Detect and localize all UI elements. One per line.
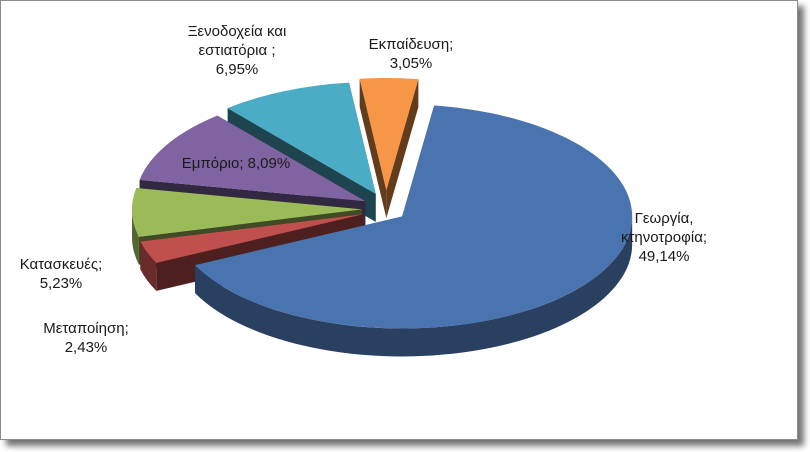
- slice-label-line: 2,43%: [65, 339, 108, 356]
- slice-label: Εκπαίδευση; 3,05%: [369, 36, 454, 72]
- slice-label: Γεωργία, κτηνοτροφία; 49,14%: [621, 210, 707, 265]
- slice-label: Κατασκευές; 5,23%: [20, 256, 103, 292]
- slice-label-line: 3,05%: [390, 55, 433, 72]
- slice-label-line: 49,14%: [639, 248, 690, 265]
- pie-slice-side: [140, 241, 157, 291]
- pie-slice-top: [195, 105, 633, 329]
- pie-slice-top: [139, 115, 366, 202]
- slice-label-line: Κατασκευές;: [20, 256, 103, 273]
- slice-label-line: Εκπαίδευση;: [369, 36, 454, 53]
- slice-label-line: Εμπόριο; 8,09%: [182, 155, 290, 172]
- pie-slice-top: [132, 187, 363, 237]
- slice-label-line: Μεταποίηση;: [43, 320, 129, 337]
- pie-slice-0: [195, 105, 633, 357]
- pie-slice-top: [359, 78, 419, 191]
- pie-slice-wall: [140, 214, 364, 270]
- slice-label-line: Ξενοδοχεία και: [188, 23, 287, 40]
- slice-label: Μεταποίηση; 2,43%: [43, 320, 129, 356]
- slice-label-line: Γεωργία,: [635, 210, 694, 227]
- pie-slice-side: [195, 216, 633, 357]
- chart-frame: Γεωργία, κτηνοτροφία; 49,14% Μεταποίηση; 2,4…: [0, 0, 798, 440]
- slice-label-line: 6,95%: [216, 61, 259, 78]
- slice-label: Ξενοδοχεία και εστιατόρια ; 6,95%: [188, 23, 287, 78]
- pie-slice-5: [359, 78, 419, 219]
- pie-slice-wall: [386, 79, 419, 219]
- pie-slice-wall: [359, 78, 387, 219]
- pie-slice-top: [227, 82, 376, 194]
- pie-slice-side: [132, 209, 139, 265]
- slice-label-line: κτηνοτροφία;: [621, 229, 707, 246]
- pie-chart: Γεωργία, κτηνοτροφία; 49,14% Μεταποίηση; 2,4…: [20, 23, 707, 357]
- slice-label: Εμπόριο; 8,09%: [182, 155, 290, 172]
- pie-slice-top: [140, 214, 364, 263]
- slice-label-line: εστιατόρια ;: [198, 42, 275, 59]
- slice-label-line: 5,23%: [40, 275, 83, 292]
